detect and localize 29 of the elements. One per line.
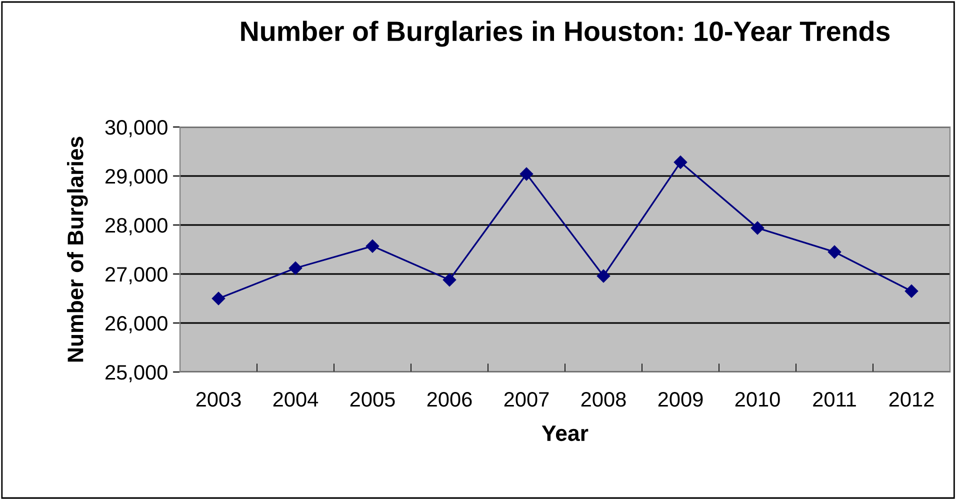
x-tick-label: 2012 xyxy=(889,392,934,407)
y-tick-label: 26,000 xyxy=(106,316,168,334)
x-tick-label: 2007 xyxy=(504,392,549,407)
y-tick-label: 27,000 xyxy=(106,267,168,284)
point xyxy=(828,245,842,259)
x-tick-label: 2008 xyxy=(581,392,626,407)
point xyxy=(442,273,456,286)
x-tick-label: 2010 xyxy=(735,392,780,407)
point xyxy=(750,221,764,235)
x-tick-label: 2003 xyxy=(196,392,241,407)
x-tick-label: 2005 xyxy=(350,392,395,407)
point xyxy=(674,156,688,169)
y-tick-label: 29,000 xyxy=(106,169,168,186)
point xyxy=(520,167,534,181)
y-tick-label: 25,000 xyxy=(106,365,168,382)
point xyxy=(212,292,226,306)
y-tick-label: 30,000 xyxy=(105,120,168,138)
chart-title: Number of Burglaries in Houston: 10-Year Trends xyxy=(241,20,890,47)
y-axis-title: Number of Burglaries xyxy=(67,136,88,362)
point xyxy=(904,284,918,298)
point xyxy=(366,239,380,253)
x-tick-label: 2009 xyxy=(658,392,703,407)
x-tick-label: 2004 xyxy=(273,392,318,407)
x-tick-label: 2011 xyxy=(813,392,856,407)
point xyxy=(288,262,302,275)
point xyxy=(596,269,610,283)
x-axis-title: Year xyxy=(542,426,588,442)
y-tick-label: 28,000 xyxy=(106,218,168,236)
x-tick-label: 2006 xyxy=(427,392,472,407)
